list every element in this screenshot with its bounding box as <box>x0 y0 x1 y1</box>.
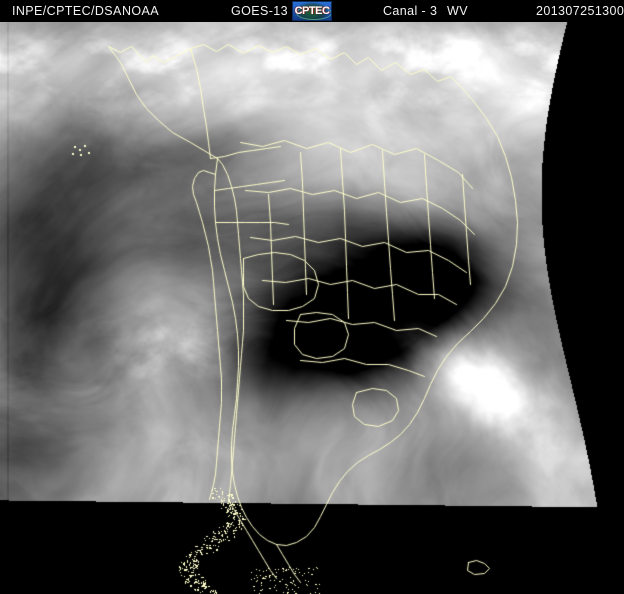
sat-operator-label: NOAA <box>122 4 160 18</box>
satellite-label: GOES-13 <box>231 4 288 18</box>
cptec-logo-text: CPTEC <box>294 5 330 17</box>
channel-label: Canal - 3 <box>383 4 438 18</box>
logo-ellipse-icon <box>296 6 331 20</box>
channel-type-label: WV <box>447 4 468 18</box>
header-bar: INPE/CPTEC/DSA NOAA GOES-13 CPTEC Canal … <box>0 0 624 22</box>
agency-label: INPE/CPTEC/DSA <box>12 4 122 18</box>
water-vapor-image-canvas <box>0 22 624 594</box>
satellite-image-region <box>0 22 624 594</box>
timestamp-label: 201307251300 <box>536 4 624 18</box>
cptec-logo: CPTEC <box>292 1 332 21</box>
